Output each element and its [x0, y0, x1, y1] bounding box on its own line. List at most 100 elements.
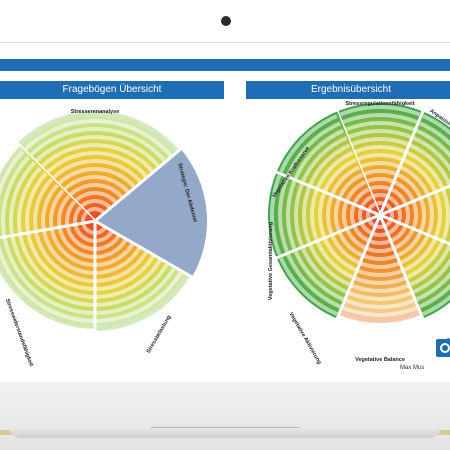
- result-6-ring: [278, 177, 289, 253]
- result-7-ring: [345, 180, 367, 202]
- result-5-ring: [301, 247, 348, 294]
- result-3-ring: [406, 241, 445, 280]
- result-1-ring: [383, 202, 393, 212]
- result-4-ring: [345, 298, 415, 309]
- segment-divider: [273, 213, 381, 261]
- result-2-ring: [396, 206, 402, 224]
- result-5-ring: [293, 250, 345, 302]
- questionnaire-3-ring: [34, 232, 94, 283]
- result-4-ring: [351, 283, 409, 293]
- result-3-ring: [419, 283, 450, 309]
- segment-divider: [273, 169, 381, 217]
- result-5-segment[interactable]: [276, 215, 380, 319]
- result-4-ring: [342, 306, 418, 317]
- questionnaire-4-segment[interactable]: [0, 146, 95, 239]
- result-6-ring: [309, 189, 319, 241]
- questionnaire-3-ring: [57, 227, 95, 259]
- questionnaire-4-ring: [1, 155, 31, 236]
- questionnaire-3-ring: [41, 230, 95, 275]
- result-2-segment[interactable]: [380, 172, 450, 258]
- result-5-ring: [323, 238, 357, 272]
- result-0-segment[interactable]: [337, 103, 423, 215]
- questionnaire-overview-title: Fragebögen Übersicht: [62, 84, 162, 95]
- result-2-ring: [404, 204, 410, 226]
- device-bottom-bezel: [0, 382, 450, 450]
- questionnaire-0-segment[interactable]: [17, 110, 180, 221]
- segment-divider: [378, 214, 426, 322]
- result-3-ring: [399, 234, 430, 265]
- result-0-ring: [351, 137, 409, 147]
- result-6-ring: [270, 174, 282, 256]
- result-3-segment[interactable]: [380, 215, 450, 319]
- result-6-segment[interactable]: [267, 172, 380, 258]
- result-0-ring: [354, 145, 406, 154]
- result-7-ring: [337, 172, 364, 199]
- result-7-ring: [359, 194, 373, 208]
- result-3-ring: [390, 225, 408, 243]
- result-7-ring: [330, 165, 361, 196]
- result-3-ring: [409, 244, 450, 287]
- result-7-ring: [301, 136, 348, 183]
- result-3-ring: [415, 271, 450, 302]
- questionnaire-3-segment[interactable]: [0, 221, 95, 329]
- questionnaire-2-ring: [95, 246, 142, 275]
- questionnaire-3-ring: [73, 224, 95, 243]
- result-2-ring: [426, 195, 435, 235]
- result-0-ring: [339, 105, 421, 117]
- result-7-ring: [286, 121, 341, 176]
- result-1-ring: [399, 165, 430, 196]
- result-1-ring: [390, 187, 408, 205]
- questionnaire-0-ring: [74, 191, 118, 204]
- segment-divider: [94, 147, 182, 223]
- questionnaire-4-ring: [49, 189, 65, 229]
- questionnaire-3-ring: [0, 244, 94, 323]
- app-screen: Fragebögen Übersicht Ergebnisübersicht: [0, 42, 450, 383]
- questionnaire-2-ring: [95, 230, 114, 243]
- result-5-ring: [330, 234, 361, 265]
- result-6-ring: [317, 192, 327, 238]
- result-4-ring: [348, 291, 412, 301]
- result-1-ring: [406, 150, 445, 189]
- questionnaire-2-ring: [95, 242, 135, 267]
- result-0-ring: [363, 169, 397, 176]
- questionnaire-4-ring: [73, 205, 83, 225]
- questionnaire-overview-header: Fragebögen Übersicht: [0, 81, 224, 99]
- result-segment-label: Vegetative Gesamtaktivierung: [268, 222, 274, 300]
- result-0-segment-fill: [337, 103, 423, 215]
- questionnaire-2-ring: [96, 254, 156, 291]
- result-7-ring: [279, 114, 338, 173]
- result-segment-label: Vegetative Balance: [355, 357, 405, 363]
- result-3-ring: [403, 238, 437, 272]
- questionnaire-0-ring: [51, 159, 142, 183]
- device-base: [10, 428, 440, 438]
- result-6-ring: [285, 180, 297, 250]
- result-1-segment[interactable]: [380, 111, 450, 215]
- questionnaire-0-ring: [57, 167, 136, 189]
- result-1-ring: [415, 128, 450, 159]
- result-7-ring: [315, 150, 354, 189]
- questionnaire-2-segment[interactable]: [95, 221, 191, 331]
- result-2-ring: [389, 209, 394, 221]
- questionnaire-segment-label: Stresswiderstandsfähigkeit: [4, 298, 34, 367]
- questionnaire-0-ring: [68, 182, 124, 199]
- result-4-segment[interactable]: [338, 215, 422, 323]
- camera-icon: [221, 16, 231, 26]
- questionnaire-3-ring: [18, 235, 94, 299]
- result-2-ring: [441, 189, 450, 241]
- result-0-ring: [357, 152, 403, 162]
- result-segment-label: Vegetative Aktivierung: [288, 312, 323, 366]
- result-segment-label: Stressregulationsfähigkeit: [345, 101, 414, 107]
- result-4-ring: [360, 261, 400, 270]
- questionnaire-1-segment[interactable]: [95, 149, 208, 277]
- result-overview-header: Ergebnisübersicht: [246, 81, 450, 99]
- result-4-ring: [354, 276, 406, 285]
- questionnaire-4-ring: [41, 183, 60, 230]
- result-3-ring: [383, 218, 393, 228]
- result-0-ring: [342, 113, 418, 124]
- result-7-segment[interactable]: [276, 111, 380, 215]
- result-0-ring: [369, 185, 391, 191]
- result-5-ring: [345, 228, 367, 250]
- questionnaire-4-ring: [57, 194, 71, 227]
- questionnaire-4-ring: [33, 177, 54, 231]
- result-3-ring: [396, 231, 423, 258]
